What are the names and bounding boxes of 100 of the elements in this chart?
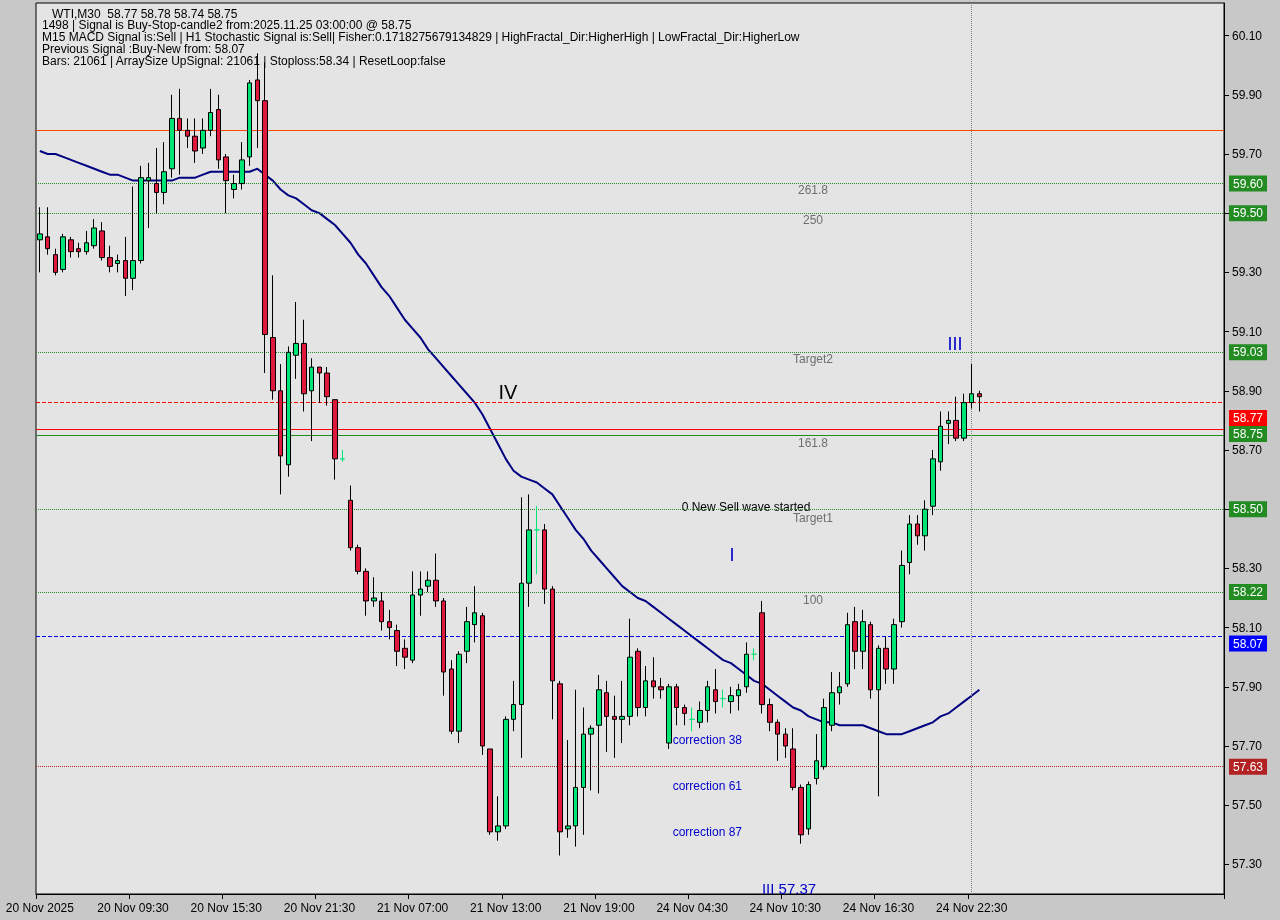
candlestick <box>355 544 361 575</box>
candlestick <box>581 707 586 836</box>
candlestick <box>394 624 400 667</box>
candlestick <box>418 570 423 617</box>
candlestick <box>216 94 221 170</box>
candlestick <box>619 680 625 744</box>
candlestick <box>588 724 594 791</box>
annotation: I <box>729 545 735 565</box>
candlestick <box>472 585 477 643</box>
annotation: III <box>947 334 963 354</box>
candlestick <box>821 698 827 771</box>
candlestick <box>907 514 912 575</box>
y-tick-label: 59.90 <box>1232 87 1263 102</box>
x-tick-label: 24 Nov 16:30 <box>842 901 915 915</box>
candlestick <box>464 606 470 664</box>
candlestick <box>658 677 664 700</box>
candlestick <box>922 499 928 552</box>
candlestick <box>977 390 982 412</box>
candlestick <box>946 411 951 445</box>
candlestick <box>837 671 842 706</box>
candlestick <box>270 274 276 401</box>
candlestick <box>130 186 136 291</box>
candlestick <box>293 301 299 380</box>
candlestick <box>309 357 314 442</box>
annotation: Previous Signal :Buy-New from: 58.07 <box>42 42 246 56</box>
candlestick <box>410 570 415 664</box>
annotation: correction 87 <box>672 825 743 839</box>
candlestick <box>115 254 120 273</box>
candlestick <box>751 647 757 661</box>
ref-line-label: 58.50 <box>1233 502 1264 517</box>
candlestick <box>449 659 454 735</box>
candlestick <box>969 363 974 410</box>
annotation: correction 61 <box>672 779 743 793</box>
y-tick-label: 59.70 <box>1232 146 1263 161</box>
candlestick <box>495 795 501 842</box>
candlestick <box>876 644 881 797</box>
candlestick <box>534 505 540 575</box>
candlestick <box>845 612 850 688</box>
x-tick-label: 21 Nov 19:00 <box>563 901 635 915</box>
candlestick <box>736 683 741 711</box>
candlestick <box>573 689 578 848</box>
candlestick <box>332 399 338 481</box>
candlestick <box>441 597 446 697</box>
y-tick-label: 57.70 <box>1232 738 1263 753</box>
candlestick <box>744 641 749 694</box>
y-tick-label: 58.30 <box>1232 561 1263 576</box>
annotation: 100 <box>802 593 824 607</box>
x-tick-label: 20 Nov 15:30 <box>190 901 263 915</box>
candlestick <box>192 117 198 164</box>
candlestick <box>829 671 835 732</box>
candlestick <box>154 147 159 214</box>
candlestick <box>783 727 788 759</box>
candlestick <box>317 366 322 404</box>
candlestick <box>542 523 547 605</box>
candlestick <box>511 680 516 732</box>
candlestick <box>425 570 431 593</box>
candlestick <box>759 600 765 714</box>
candlestick <box>883 635 889 685</box>
candlestick <box>682 704 687 726</box>
candlestick <box>705 680 710 723</box>
x-tick-label: 21 Nov 07:00 <box>376 901 449 915</box>
candlestick <box>239 141 245 190</box>
candlestick <box>107 245 113 273</box>
candlestick <box>53 248 58 276</box>
candlestick <box>775 718 780 762</box>
ref-line-label: 58.07 <box>1233 636 1264 651</box>
annotation: Target2 <box>792 352 834 366</box>
y-tick-label: 59.10 <box>1232 324 1263 339</box>
ref-line-label: 58.22 <box>1233 585 1264 600</box>
x-tick-label: 24 Nov 22:30 <box>935 901 1008 915</box>
x-tick-label: 21 Nov 13:00 <box>470 901 542 915</box>
candlestick <box>60 233 66 273</box>
ref-line-label: 58.77 <box>1233 410 1264 425</box>
candlestick <box>790 727 796 791</box>
candlestick <box>596 674 602 794</box>
candlestick <box>208 88 213 137</box>
candlestick <box>550 585 555 720</box>
candlestick <box>340 449 345 463</box>
candlestick <box>814 733 819 785</box>
annotation: correction 38 <box>672 733 743 747</box>
candlestick <box>557 680 563 857</box>
y-tick-label: 57.90 <box>1232 679 1263 694</box>
ref-line-label: 57.63 <box>1233 759 1264 774</box>
candlestick <box>371 576 377 608</box>
candlestick <box>487 748 493 836</box>
x-tick-label: 24 Nov 04:30 <box>656 901 729 915</box>
y-tick-label: 60.10 <box>1232 28 1263 43</box>
y-tick-label: 58.90 <box>1232 383 1263 398</box>
candlestick <box>806 781 811 836</box>
candlestick <box>651 656 656 700</box>
candlestick <box>899 550 905 629</box>
candlestick <box>767 698 773 732</box>
candlestick <box>456 650 462 744</box>
candlestick <box>286 345 291 478</box>
candlestick <box>99 221 105 262</box>
candlestick <box>565 739 571 839</box>
candlestick <box>519 496 524 759</box>
candlestick <box>138 165 144 264</box>
candlestick <box>185 117 190 149</box>
candlestick <box>635 647 641 717</box>
